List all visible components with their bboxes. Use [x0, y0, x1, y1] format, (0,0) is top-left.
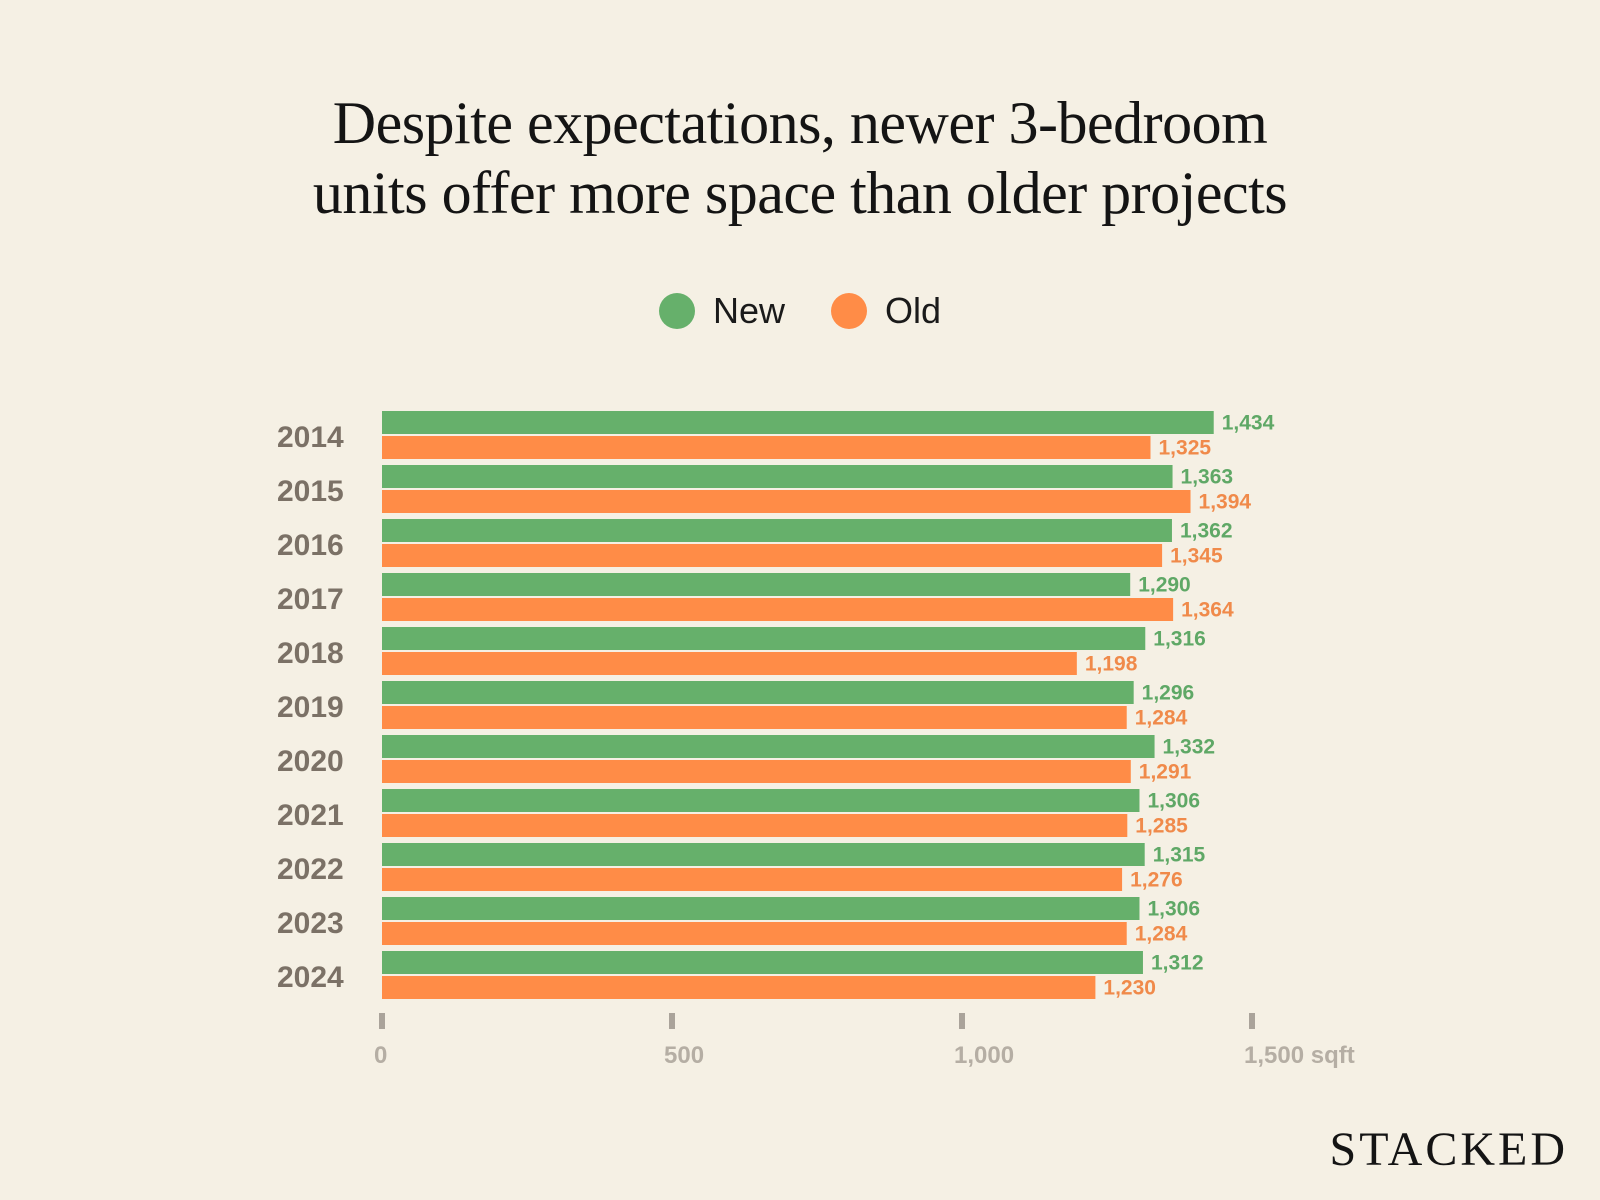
- year-label-2024: 2024: [277, 961, 344, 994]
- bar-old-2023: [382, 922, 1127, 945]
- x-tick-1000: [959, 1013, 965, 1029]
- legend-label-new: New: [712, 290, 785, 331]
- x-tick-500: [669, 1013, 675, 1029]
- year-label-2019: 2019: [277, 691, 344, 724]
- bar-old-2015: [382, 490, 1191, 513]
- value-label-old-2016: 1,345: [1170, 545, 1223, 568]
- bar-old-2020: [382, 760, 1131, 783]
- value-label-new-2016: 1,362: [1180, 520, 1233, 543]
- year-label-2014: 2014: [277, 421, 344, 454]
- legend-item-new: New: [658, 290, 785, 332]
- year-label-2017: 2017: [277, 583, 344, 616]
- legend-swatch-old: [831, 293, 867, 329]
- bar-new-2015: [382, 465, 1173, 488]
- legend-swatch-new: [658, 293, 695, 329]
- brand-logo: STACKED: [1329, 1123, 1568, 1176]
- bar-new-2023: [382, 897, 1140, 920]
- legend: New Old: [0, 290, 1600, 332]
- bar-old-2024: [382, 976, 1096, 999]
- year-label-2018: 2018: [277, 637, 344, 670]
- x-tick-0: [379, 1013, 385, 1029]
- year-label-2023: 2023: [277, 907, 344, 940]
- bar-new-2016: [382, 519, 1172, 542]
- value-label-new-2017: 1,290: [1138, 574, 1191, 597]
- value-label-old-2023: 1,284: [1135, 923, 1188, 946]
- bar-new-2019: [382, 681, 1134, 704]
- bar-new-2018: [382, 627, 1146, 650]
- bar-old-2019: [382, 706, 1127, 729]
- chart-title-line-1: Despite expectations, newer 3-bedroom: [332, 90, 1268, 156]
- year-label-2022: 2022: [277, 853, 344, 886]
- year-label-2015: 2015: [277, 475, 344, 508]
- value-label-old-2019: 1,284: [1135, 707, 1188, 730]
- bar-new-2021: [382, 789, 1140, 812]
- bar-old-2016: [382, 544, 1163, 567]
- x-tick-1500: [1249, 1013, 1255, 1029]
- value-label-new-2020: 1,332: [1163, 736, 1216, 759]
- bar-old-2014: [382, 436, 1151, 459]
- year-label-2020: 2020: [277, 745, 344, 778]
- value-label-new-2024: 1,312: [1151, 952, 1204, 975]
- x-tick-label-0: 0: [374, 1042, 387, 1069]
- value-label-new-2023: 1,306: [1147, 898, 1200, 921]
- legend-item-old: Old: [831, 290, 941, 332]
- value-label-new-2018: 1,316: [1153, 628, 1206, 651]
- value-label-old-2015: 1,394: [1199, 491, 1252, 514]
- bar-old-2018: [382, 652, 1077, 675]
- bar-new-2022: [382, 843, 1145, 866]
- bar-old-2022: [382, 868, 1123, 891]
- bar-new-2014: [382, 411, 1214, 434]
- value-label-old-2022: 1,276: [1130, 869, 1183, 892]
- value-label-old-2014: 1,325: [1159, 437, 1212, 460]
- value-label-new-2022: 1,315: [1153, 844, 1206, 867]
- value-label-old-2017: 1,364: [1181, 599, 1234, 622]
- value-label-old-2021: 1,285: [1135, 815, 1188, 838]
- year-label-2016: 2016: [277, 529, 344, 562]
- value-label-new-2019: 1,296: [1142, 682, 1195, 705]
- bar-old-2021: [382, 814, 1128, 837]
- bar-new-2024: [382, 951, 1143, 974]
- value-label-new-2015: 1,363: [1181, 466, 1234, 489]
- legend-label-old: Old: [885, 290, 942, 331]
- year-label-2021: 2021: [277, 799, 344, 832]
- chart-title-line-2: units offer more space than older projec…: [312, 160, 1288, 226]
- x-tick-label-1500: 1,500 sqft: [1244, 1042, 1355, 1069]
- x-tick-label-1000: 1,000: [954, 1042, 1014, 1069]
- value-label-new-2014: 1,434: [1222, 412, 1275, 435]
- bar-new-2017: [382, 573, 1131, 596]
- x-tick-label-500: 500: [664, 1042, 704, 1069]
- value-label-new-2021: 1,306: [1147, 790, 1200, 813]
- value-label-old-2018: 1,198: [1085, 653, 1138, 676]
- bar-old-2017: [382, 598, 1174, 621]
- value-label-old-2024: 1,230: [1103, 977, 1156, 1000]
- value-label-old-2020: 1,291: [1139, 761, 1192, 784]
- chart-title: Despite expectations, newer 3-bedroom un…: [0, 88, 1600, 228]
- bar-new-2020: [382, 735, 1155, 758]
